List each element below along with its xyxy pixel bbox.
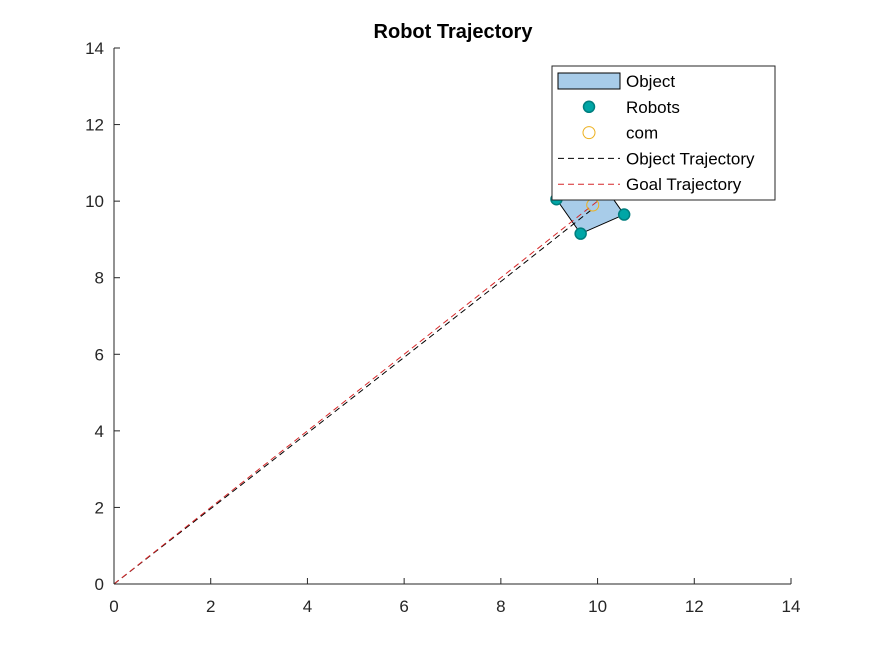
legend-label: Goal Trajectory	[626, 175, 742, 194]
y-tick-label: 4	[95, 422, 104, 441]
y-tick-label: 10	[85, 192, 104, 211]
x-tick-label: 10	[588, 597, 607, 616]
x-tick-label: 8	[496, 597, 505, 616]
legend-label: Robots	[626, 98, 680, 117]
x-tick-label: 14	[782, 597, 801, 616]
plot-layer	[113, 179, 631, 585]
chart-title: Robot Trajectory	[374, 21, 534, 43]
y-tick-label: 14	[85, 39, 104, 58]
y-tick-label: 12	[85, 116, 104, 135]
y-tick-label: 8	[95, 269, 104, 288]
axes-layer: 0 2 4 6 8 10 12 14 0 2 4 6 8 10 12 14	[85, 39, 800, 616]
x-tick-label: 2	[206, 597, 215, 616]
legend-swatch-object	[557, 72, 621, 90]
x-tick-label: 0	[109, 597, 118, 616]
robot-marker	[617, 208, 631, 221]
legend-label: Object	[626, 72, 675, 91]
object-trajectory-line	[113, 208, 594, 585]
legend-label: com	[626, 124, 658, 143]
legend-swatch-robots	[582, 100, 596, 114]
y-tick-label: 0	[95, 575, 104, 594]
x-tick-label: 4	[303, 597, 312, 616]
robot-marker	[574, 227, 587, 240]
goal-trajectory-line	[113, 193, 608, 585]
legend-label: Object Trajectory	[626, 149, 755, 168]
legend-swatch-com	[582, 126, 596, 140]
legend: Object Robots com Object Trajectory Goal Tra…	[551, 65, 776, 201]
y-tick-label: 2	[95, 498, 104, 517]
x-tick-label: 6	[399, 597, 408, 616]
x-tick-label: 12	[685, 597, 704, 616]
y-tick-label: 6	[95, 345, 104, 364]
